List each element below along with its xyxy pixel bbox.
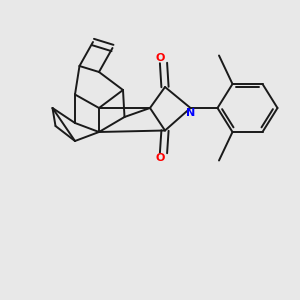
Text: O: O <box>155 52 165 63</box>
Text: N: N <box>187 108 196 118</box>
Text: O: O <box>155 153 165 164</box>
